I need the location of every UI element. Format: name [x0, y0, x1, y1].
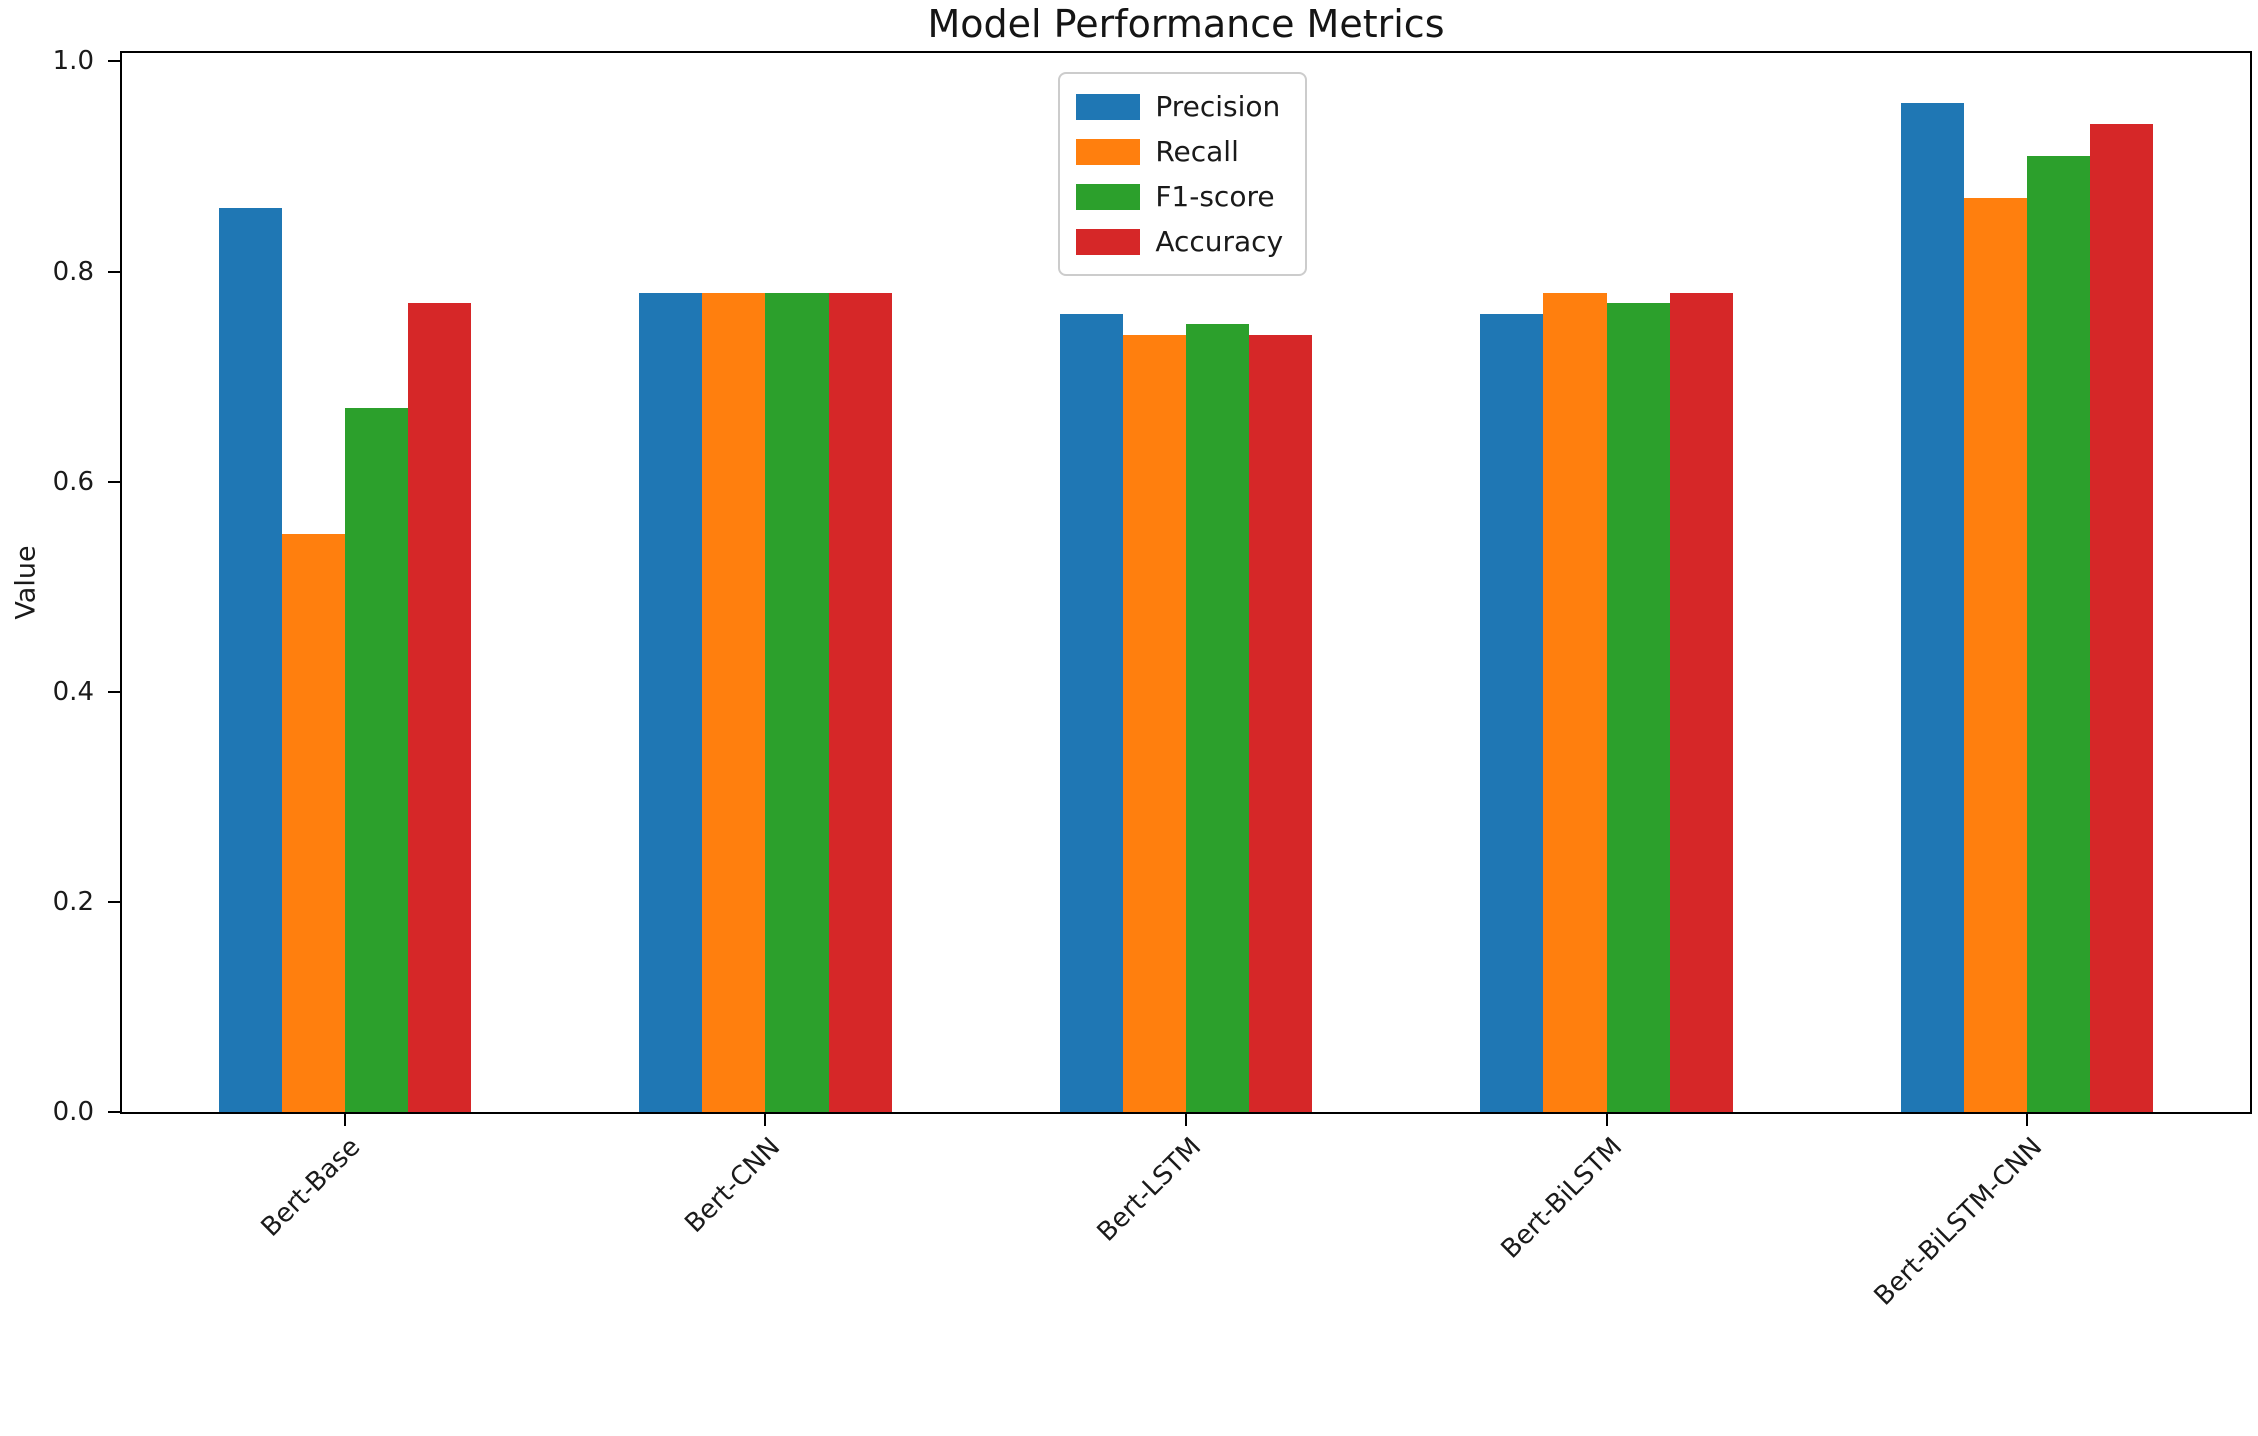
- bar-precision-bert-lstm: [1059, 313, 1123, 1112]
- y-tick-label-0.6: 0.6: [52, 466, 94, 497]
- chart-title: Model Performance Metrics: [927, 2, 1445, 46]
- legend-swatch-recall: [1076, 138, 1141, 165]
- legend: Precision Recall F1-score Accuracy: [1058, 72, 1308, 276]
- legend-label-precision: Precision: [1155, 90, 1281, 123]
- legend-row-precision: Precision: [1076, 84, 1283, 129]
- x-tick-bert-bilstm-cnn: [2026, 1114, 2029, 1126]
- y-tick-label-0.0: 0.0: [52, 1097, 94, 1127]
- y-tick-1.0: [108, 60, 120, 63]
- y-tick-0.6: [108, 480, 120, 483]
- y-tick-0.2: [108, 900, 120, 903]
- y-tick-label-0.8: 0.8: [52, 256, 94, 287]
- y-tick-0.4: [108, 690, 120, 693]
- bar-f1-score-bert-bilstm: [1606, 303, 1670, 1112]
- y-tick-0.0: [108, 1111, 120, 1113]
- legend-row-accuracy: Accuracy: [1076, 219, 1283, 264]
- legend-label-f1-score: F1-score: [1155, 180, 1275, 213]
- x-tick-label-bert-lstm: Bert-LSTM: [1091, 1132, 1208, 1248]
- x-tick-bert-bilstm: [1605, 1114, 1608, 1126]
- bar-precision-bert-cnn: [639, 292, 703, 1112]
- x-tick-label-bert-base: Bert-Base: [255, 1132, 367, 1243]
- bar-accuracy-bert-base: [407, 303, 472, 1112]
- x-tick-label-bert-bilstm: Bert-BiLSTM: [1495, 1132, 1628, 1265]
- x-tick-bert-cnn: [764, 1114, 767, 1126]
- bar-precision-bert-bilstm: [1480, 313, 1544, 1112]
- bar-precision-bert-base: [218, 208, 282, 1112]
- bar-f1-score-bert-bilstm-cnn: [2027, 155, 2091, 1112]
- y-tick-label-1.0: 1.0: [52, 46, 94, 77]
- legend-label-accuracy: Accuracy: [1155, 225, 1284, 258]
- bar-accuracy-bert-cnn: [828, 292, 892, 1112]
- legend-swatch-accuracy: [1076, 228, 1141, 255]
- x-tick-bert-lstm: [1185, 1114, 1187, 1126]
- bar-recall-bert-bilstm-cnn: [1964, 197, 2028, 1112]
- bar-f1-score-bert-lstm: [1186, 324, 1250, 1112]
- y-tick-0.8: [108, 270, 120, 273]
- bar-accuracy-bert-bilstm-cnn: [2090, 124, 2154, 1112]
- bar-f1-score-bert-cnn: [765, 292, 829, 1112]
- bar-accuracy-bert-lstm: [1249, 334, 1313, 1112]
- y-tick-label-0.2: 0.2: [52, 886, 94, 917]
- bar-recall-bert-cnn: [702, 292, 766, 1112]
- y-tick-label-0.4: 0.4: [52, 676, 94, 707]
- x-tick-label-bert-cnn: Bert-CNN: [679, 1132, 787, 1239]
- bar-recall-bert-lstm: [1122, 334, 1186, 1112]
- y-axis-title: Value: [10, 544, 42, 620]
- bar-recall-bert-bilstm: [1543, 292, 1607, 1112]
- legend-row-f1-score: F1-score: [1076, 174, 1283, 219]
- legend-swatch-f1-score: [1076, 183, 1141, 210]
- bar-precision-bert-bilstm-cnn: [1900, 103, 1965, 1112]
- x-tick-label-bert-bilstm-cnn: Bert-BiLSTM-CNN: [1868, 1132, 2049, 1312]
- bar-recall-bert-base: [281, 534, 345, 1112]
- x-tick-bert-base: [343, 1114, 346, 1126]
- bar-accuracy-bert-bilstm: [1669, 292, 1733, 1112]
- bar-chart-figure: Model Performance Metrics Value 0.0 0.2 0.…: [10, 2, 2252, 1312]
- legend-swatch-precision: [1076, 93, 1141, 120]
- bar-f1-score-bert-base: [344, 408, 408, 1112]
- legend-label-recall: Recall: [1155, 135, 1239, 168]
- legend-row-recall: Recall: [1076, 129, 1283, 174]
